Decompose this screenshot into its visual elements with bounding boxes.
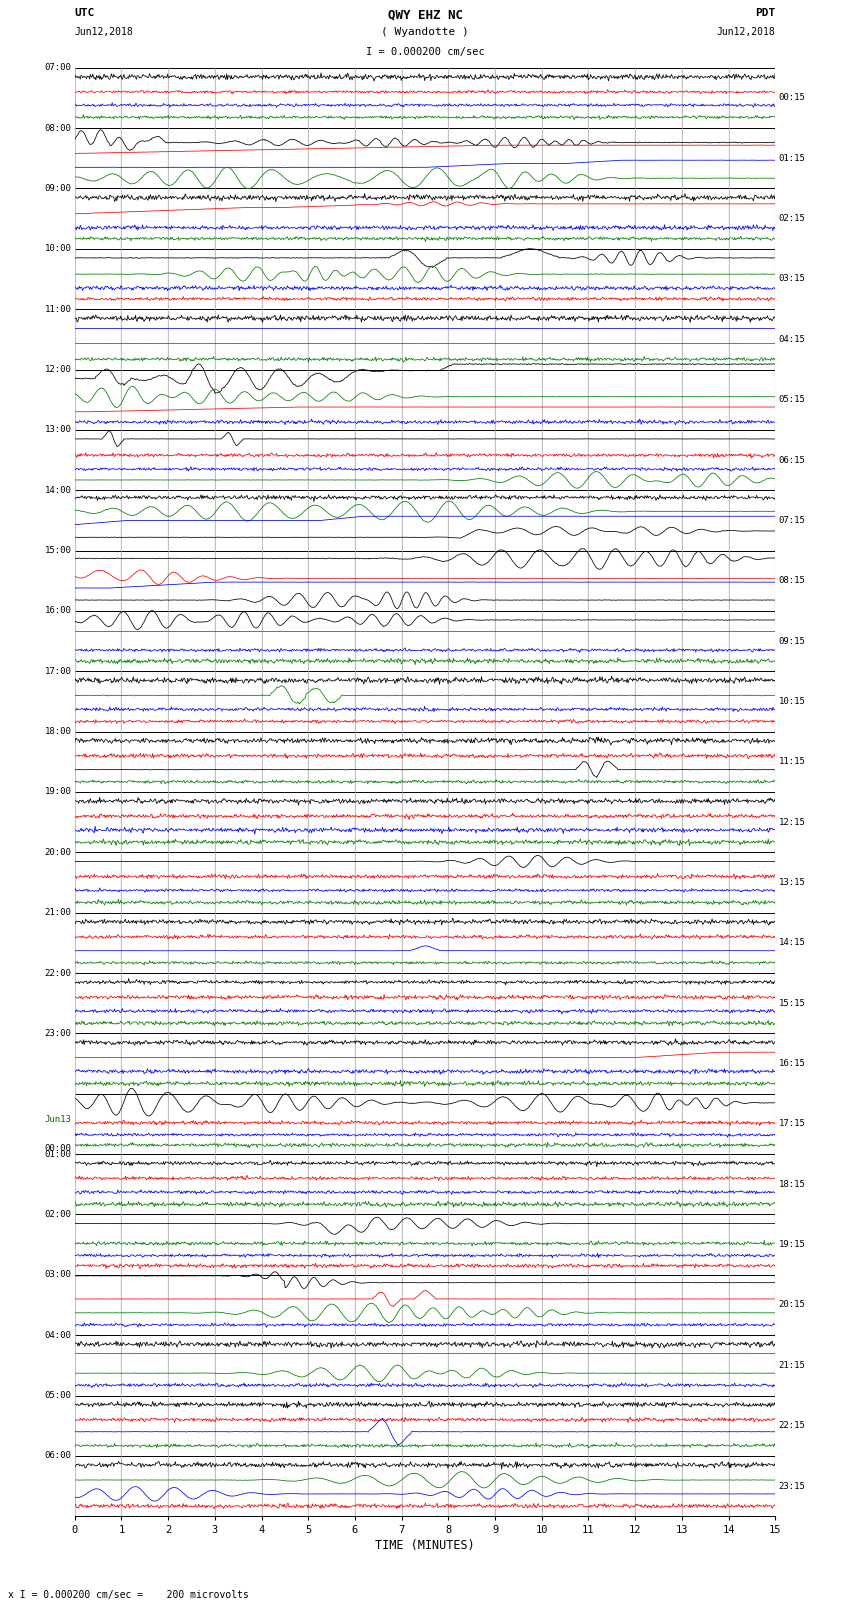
Text: 19:00: 19:00 bbox=[44, 787, 71, 797]
Text: 05:15: 05:15 bbox=[779, 395, 806, 405]
Text: 15:00: 15:00 bbox=[44, 547, 71, 555]
Text: x I = 0.000200 cm/sec =    200 microvolts: x I = 0.000200 cm/sec = 200 microvolts bbox=[8, 1590, 249, 1600]
Text: 03:15: 03:15 bbox=[779, 274, 806, 284]
Text: 01:00: 01:00 bbox=[44, 1150, 71, 1158]
Text: 21:15: 21:15 bbox=[779, 1361, 806, 1369]
Text: 08:00: 08:00 bbox=[44, 124, 71, 132]
Text: 04:00: 04:00 bbox=[44, 1331, 71, 1340]
Text: 12:15: 12:15 bbox=[779, 818, 806, 826]
Text: 22:15: 22:15 bbox=[779, 1421, 806, 1431]
Text: 22:00: 22:00 bbox=[44, 968, 71, 977]
Text: 01:15: 01:15 bbox=[779, 153, 806, 163]
Text: 09:15: 09:15 bbox=[779, 637, 806, 645]
Text: 09:00: 09:00 bbox=[44, 184, 71, 194]
Text: 05:00: 05:00 bbox=[44, 1390, 71, 1400]
Text: 03:00: 03:00 bbox=[44, 1271, 71, 1279]
Text: Jun13: Jun13 bbox=[44, 1115, 71, 1124]
Text: 13:00: 13:00 bbox=[44, 426, 71, 434]
Text: 04:15: 04:15 bbox=[779, 336, 806, 344]
Text: 00:15: 00:15 bbox=[779, 94, 806, 102]
Text: 02:15: 02:15 bbox=[779, 215, 806, 223]
Text: 23:00: 23:00 bbox=[44, 1029, 71, 1037]
Text: 07:00: 07:00 bbox=[44, 63, 71, 73]
Text: 17:15: 17:15 bbox=[779, 1119, 806, 1129]
Text: 11:00: 11:00 bbox=[44, 305, 71, 313]
Text: 07:15: 07:15 bbox=[779, 516, 806, 524]
Text: 10:00: 10:00 bbox=[44, 244, 71, 253]
Text: 20:00: 20:00 bbox=[44, 848, 71, 857]
Text: 11:15: 11:15 bbox=[779, 758, 806, 766]
Text: 18:15: 18:15 bbox=[779, 1179, 806, 1189]
Text: 19:15: 19:15 bbox=[779, 1240, 806, 1248]
Text: PDT: PDT bbox=[755, 8, 775, 18]
Text: 14:15: 14:15 bbox=[779, 939, 806, 947]
X-axis label: TIME (MINUTES): TIME (MINUTES) bbox=[375, 1539, 475, 1552]
Text: 18:00: 18:00 bbox=[44, 727, 71, 736]
Text: ( Wyandotte ): ( Wyandotte ) bbox=[381, 27, 469, 37]
Text: Jun12,2018: Jun12,2018 bbox=[717, 27, 775, 37]
Text: 00:00: 00:00 bbox=[44, 1144, 71, 1153]
Text: 21:00: 21:00 bbox=[44, 908, 71, 918]
Text: I = 0.000200 cm/sec: I = 0.000200 cm/sec bbox=[366, 47, 484, 56]
Text: 02:00: 02:00 bbox=[44, 1210, 71, 1219]
Text: 12:00: 12:00 bbox=[44, 365, 71, 374]
Text: 17:00: 17:00 bbox=[44, 666, 71, 676]
Text: 14:00: 14:00 bbox=[44, 486, 71, 495]
Text: 08:15: 08:15 bbox=[779, 576, 806, 586]
Text: 06:15: 06:15 bbox=[779, 455, 806, 465]
Text: 23:15: 23:15 bbox=[779, 1482, 806, 1490]
Text: QWY EHZ NC: QWY EHZ NC bbox=[388, 8, 462, 21]
Text: UTC: UTC bbox=[75, 8, 95, 18]
Text: 13:15: 13:15 bbox=[779, 877, 806, 887]
Text: 20:15: 20:15 bbox=[779, 1300, 806, 1310]
Text: 10:15: 10:15 bbox=[779, 697, 806, 706]
Text: Jun12,2018: Jun12,2018 bbox=[75, 27, 133, 37]
Text: 06:00: 06:00 bbox=[44, 1452, 71, 1460]
Text: 15:15: 15:15 bbox=[779, 998, 806, 1008]
Text: 16:00: 16:00 bbox=[44, 606, 71, 616]
Text: 16:15: 16:15 bbox=[779, 1060, 806, 1068]
